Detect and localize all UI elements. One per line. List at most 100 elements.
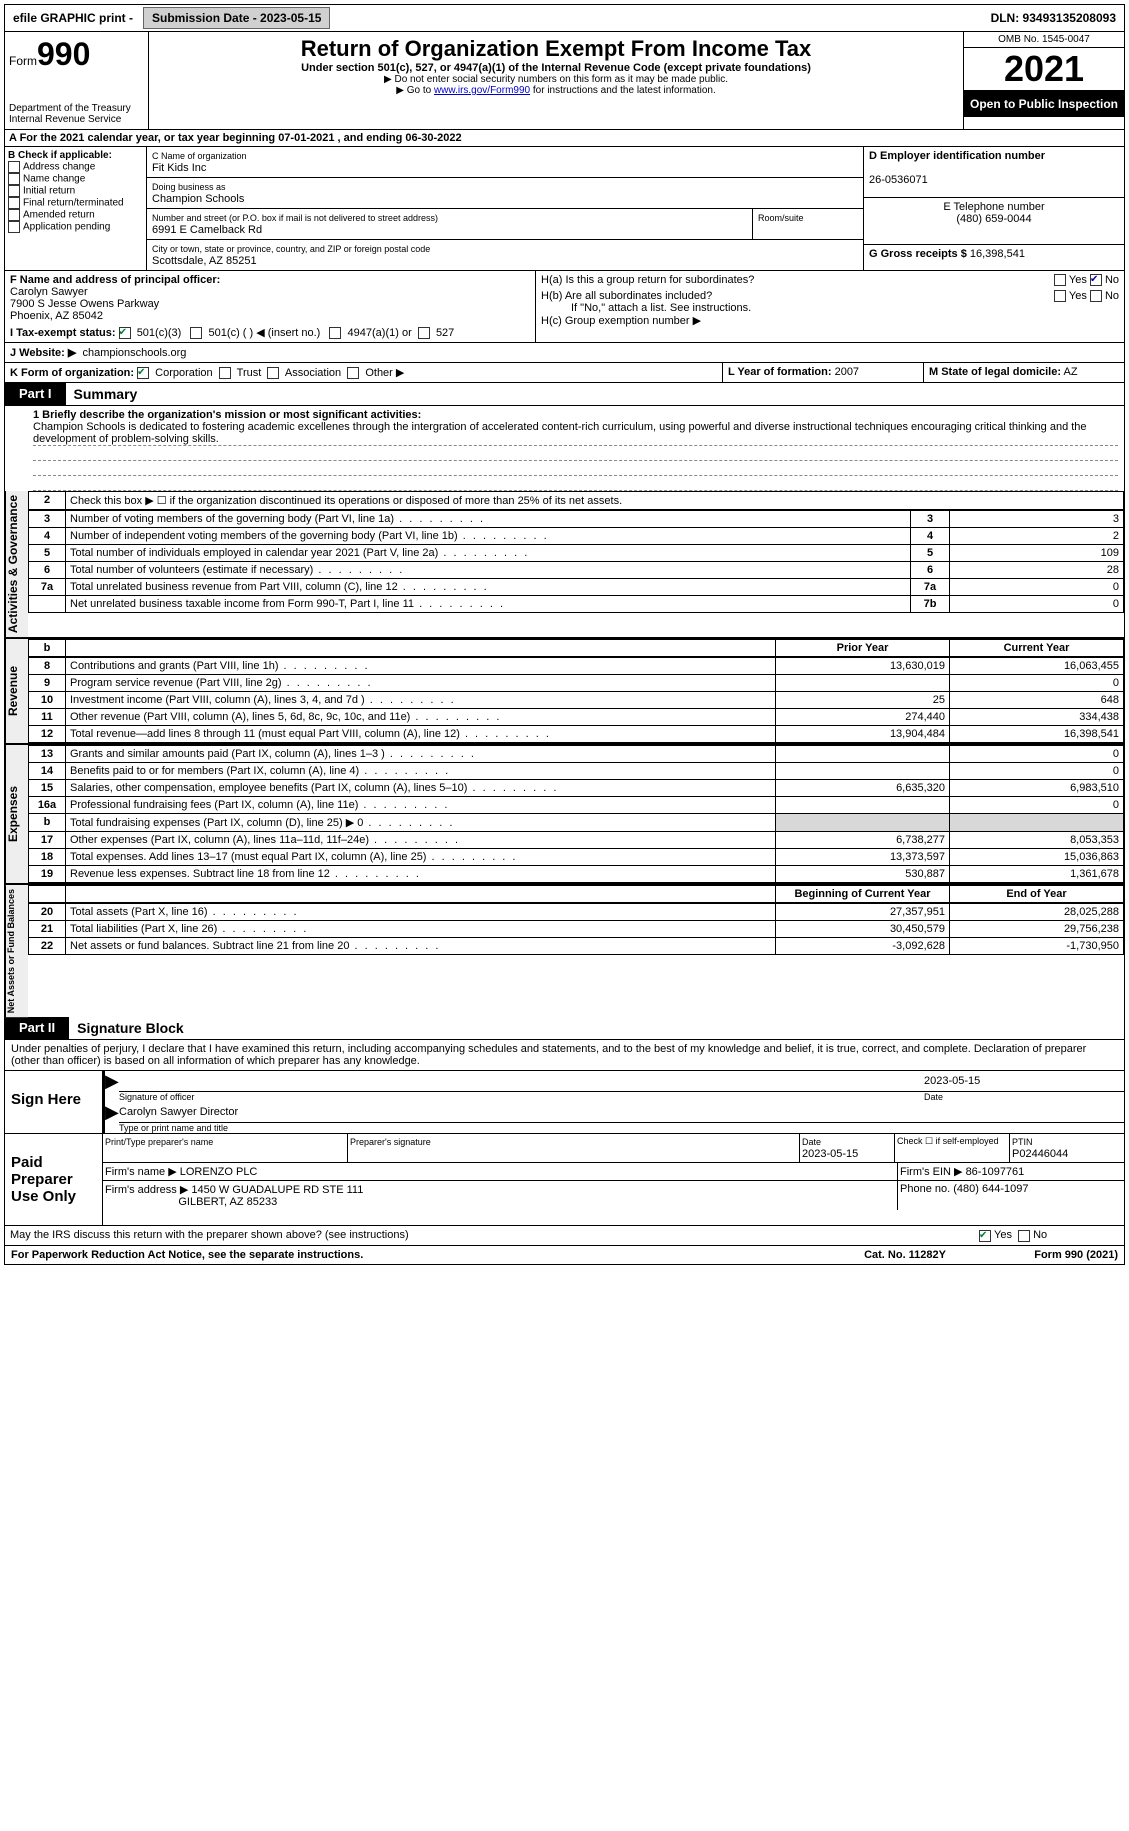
chk-other[interactable] (347, 367, 359, 379)
chk-501c[interactable] (190, 327, 202, 339)
vtab-revenue: Revenue (5, 639, 28, 743)
footer-mid: Cat. No. 11282Y (858, 1246, 952, 1264)
footer-right: Form 990 (2021) (952, 1246, 1124, 1264)
officer-addr2: Phoenix, AZ 85042 (10, 310, 103, 322)
opt-501c3: 501(c)(3) (137, 327, 182, 339)
table-row: 12Total revenue—add lines 8 through 11 (… (29, 726, 1124, 743)
opt-corp: Corporation (155, 367, 212, 379)
chk-4947[interactable] (329, 327, 341, 339)
c-name-lbl: C Name of organization (152, 151, 247, 161)
table-row: 20Total assets (Part X, line 16)27,357,9… (29, 904, 1124, 921)
chk-527[interactable] (418, 327, 430, 339)
officer-name: Carolyn Sawyer (10, 286, 88, 298)
goto-post: for instructions and the latest informat… (530, 85, 716, 96)
chk-address-change[interactable] (8, 161, 20, 173)
pp-name-lbl: Print/Type preparer's name (105, 1137, 213, 1147)
l-lbl: L Year of formation: (728, 366, 832, 378)
opt-4947: 4947(a)(1) or (348, 327, 412, 339)
net-lines: 20Total assets (Part X, line 16)27,357,9… (28, 903, 1124, 955)
chk-hb-no[interactable] (1090, 290, 1102, 302)
chk-ha-yes[interactable] (1054, 274, 1066, 286)
rev-lines: 8Contributions and grants (Part VIII, li… (28, 657, 1124, 743)
pp-date: 2023-05-15 (802, 1148, 858, 1160)
sig-arrow-icon: ▶ (105, 1071, 119, 1092)
part2-tab: Part II (5, 1017, 69, 1039)
chk-name-change[interactable] (8, 173, 20, 185)
paid-preparer-block: Paid Preparer Use Only Print/Type prepar… (4, 1134, 1125, 1226)
section-netassets: Net Assets or Fund Balances Beginning of… (4, 883, 1125, 1017)
part1-tab: Part I (5, 383, 66, 405)
phone-lbl: E Telephone number (943, 201, 1044, 213)
part1-header: Part I Summary (4, 383, 1125, 406)
omb-number: OMB No. 1545-0047 (964, 32, 1124, 48)
opt-assoc: Association (285, 367, 341, 379)
table-row: 8Contributions and grants (Part VIII, li… (29, 658, 1124, 675)
goto-pre: ▶ Go to (396, 85, 434, 96)
firm-addr2: GILBERT, AZ 85233 (178, 1196, 277, 1208)
chk-trust[interactable] (219, 367, 231, 379)
chk-ha-no[interactable] (1090, 274, 1102, 286)
table-row: 3Number of voting members of the governi… (29, 511, 1124, 528)
row-a-calendar: A For the 2021 calendar year, or tax yea… (4, 130, 1125, 147)
goto-note: ▶ Go to www.irs.gov/Form990 for instruct… (153, 85, 959, 96)
chk-discuss-yes[interactable] (979, 1230, 991, 1242)
table-net-hdr: Beginning of Current YearEnd of Year (28, 885, 1124, 903)
opt-other: Other ▶ (365, 367, 404, 379)
ha-lbl: H(a) Is this a group return for subordin… (541, 274, 754, 286)
exp-lines: 13Grants and similar amounts paid (Part … (28, 745, 1124, 883)
part2-header: Part II Signature Block (4, 1017, 1125, 1040)
opt-pending: Application pending (23, 222, 110, 233)
f-lbl: F Name and address of principal officer: (10, 274, 220, 286)
chk-discuss-no[interactable] (1018, 1230, 1030, 1242)
table-row: 6Total number of volunteers (estimate if… (29, 562, 1124, 579)
efile-label: efile GRAPHIC print - (5, 8, 141, 28)
row-klm: K Form of organization: Corporation Trus… (4, 363, 1125, 383)
chk-final[interactable] (8, 197, 20, 209)
part2-title: Signature Block (69, 1017, 192, 1039)
table-row: Net unrelated business taxable income fr… (29, 596, 1124, 613)
mission-blank2 (33, 461, 1118, 476)
discuss-text: May the IRS discuss this return with the… (5, 1226, 974, 1244)
ein-lbl: D Employer identification number (869, 150, 1045, 162)
sign-here-block: Sign Here ▶ 2023-05-15 Signature of offi… (4, 1071, 1125, 1134)
j-lbl: J Website: ▶ (10, 347, 76, 359)
opt-527: 527 (436, 327, 454, 339)
declaration-text: Under penalties of perjury, I declare th… (11, 1043, 1086, 1067)
table-row: 21Total liabilities (Part X, line 26)30,… (29, 921, 1124, 938)
irs-link[interactable]: www.irs.gov/Form990 (434, 85, 530, 96)
mission-blank1 (33, 446, 1118, 461)
hb-lbl: H(b) Are all subordinates included? (541, 290, 712, 302)
line2: Check this box ▶ ☐ if the organization d… (66, 492, 1124, 510)
ssn-note: ▶ Do not enter social security numbers o… (153, 74, 959, 85)
firm-addr-lbl: Firm's address ▶ (105, 1184, 188, 1196)
table-row: 15Salaries, other compensation, employee… (29, 780, 1124, 797)
b-label: B Check if applicable: (8, 150, 112, 161)
table-row: bTotal fundraising expenses (Part IX, co… (29, 814, 1124, 832)
gross-value: 16,398,541 (970, 248, 1025, 260)
dba-name: Champion Schools (152, 193, 244, 205)
firm-name-lbl: Firm's name ▶ (105, 1166, 177, 1178)
chk-501c3[interactable] (119, 327, 131, 339)
chk-hb-yes[interactable] (1054, 290, 1066, 302)
row-j: J Website: ▶ championschools.org (4, 343, 1125, 363)
vtab-expenses: Expenses (5, 745, 28, 883)
table-row: 10Investment income (Part VIII, column (… (29, 692, 1124, 709)
form-subtitle: Under section 501(c), 527, or 4947(a)(1)… (153, 62, 959, 74)
mission-blank3 (33, 476, 1118, 491)
paid-preparer-label: Paid Preparer Use Only (5, 1134, 102, 1225)
chk-corp[interactable] (137, 367, 149, 379)
prior-year-hdr: Prior Year (776, 640, 950, 657)
part1-title: Summary (66, 383, 146, 405)
chk-initial[interactable] (8, 185, 20, 197)
block-fh: F Name and address of principal officer:… (4, 271, 1125, 343)
ecy-hdr: End of Year (950, 886, 1124, 903)
section-revenue: Revenue bPrior YearCurrent Year 8Contrib… (4, 637, 1125, 743)
opt-final: Final return/terminated (23, 198, 124, 209)
submission-date-button[interactable]: Submission Date - 2023-05-15 (143, 7, 330, 29)
chk-assoc[interactable] (267, 367, 279, 379)
table-row: 5Total number of individuals employed in… (29, 545, 1124, 562)
chk-pending[interactable] (8, 221, 20, 233)
chk-amended[interactable] (8, 209, 20, 221)
dln-label: DLN: 93493135208093 (983, 8, 1124, 28)
hc-lbl: H(c) Group exemption number ▶ (541, 314, 1119, 327)
